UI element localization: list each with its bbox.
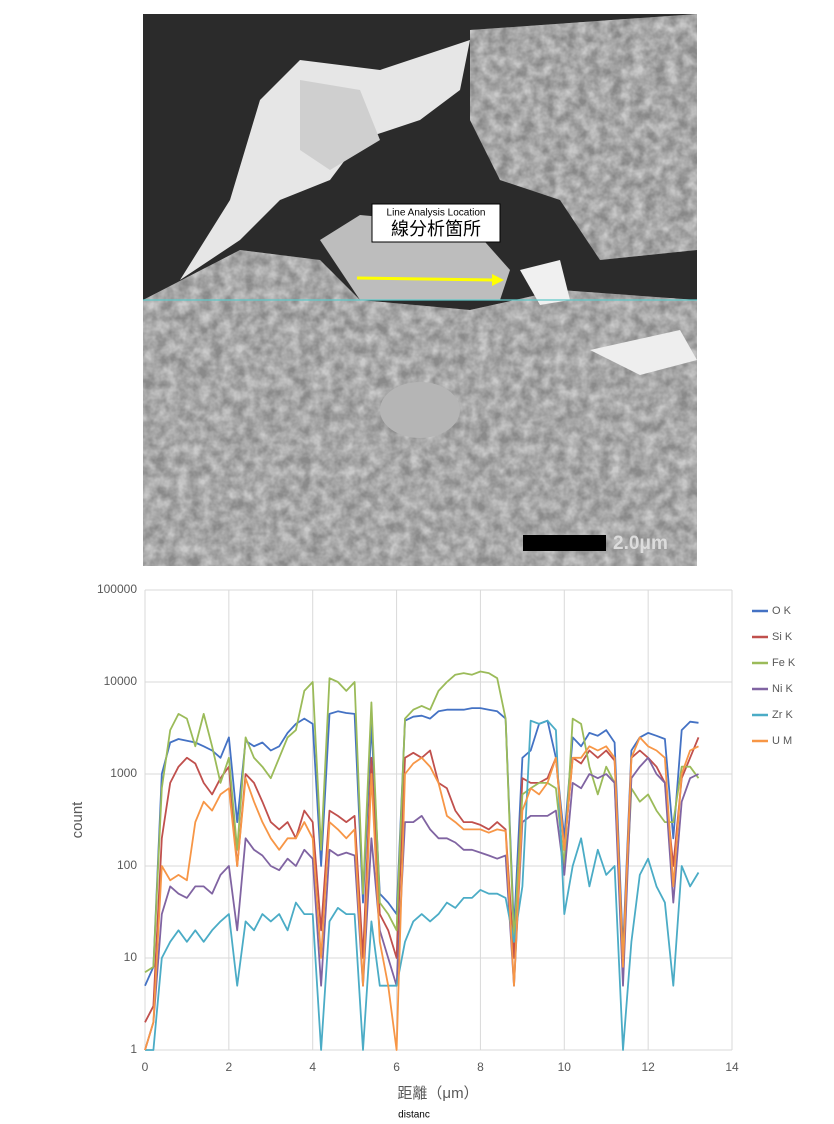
legend-label: Si K — [772, 631, 793, 643]
series-line — [144, 756, 699, 1051]
y-tick-label: 100000 — [97, 582, 137, 596]
specimen-upper-texture — [470, 14, 697, 260]
x-tick-label: 12 — [641, 1060, 655, 1074]
x-axis-label: 距離（μm） — [397, 1084, 478, 1102]
legend-label: O K — [772, 605, 792, 617]
sem-image: Line Analysis Location 線分析箇所 2.0μm — [143, 14, 697, 566]
series-line — [144, 736, 699, 1051]
scale-bar — [523, 535, 606, 551]
chart: count 距離（μm） distanc 1101001000100001000… — [69, 582, 796, 1120]
x-tick-label: 0 — [142, 1060, 149, 1074]
legend-label: Ni K — [772, 683, 793, 695]
x-tick-label: 6 — [393, 1060, 400, 1074]
series-line — [144, 707, 699, 987]
x-tick-label: 8 — [477, 1060, 484, 1074]
scale-bar-label: 2.0μm — [613, 533, 668, 554]
annotation-box — [371, 203, 501, 243]
arrow-head — [492, 274, 504, 286]
grain — [590, 330, 697, 375]
grain — [380, 382, 460, 438]
series-line — [144, 670, 700, 974]
legend-label: Zr K — [772, 709, 793, 721]
grain — [520, 260, 570, 305]
y-tick-label: 10000 — [104, 674, 138, 688]
x-tick-label: 2 — [226, 1060, 233, 1074]
y-axis-label: count — [69, 801, 86, 839]
chart-body: count 距離（μm） distanc 1101001000100001000… — [69, 582, 796, 1120]
legend-label: U M — [772, 735, 792, 747]
x-tick-label: 4 — [309, 1060, 316, 1074]
x-axis-caption: distanc — [398, 1110, 430, 1121]
legend-label: Fe K — [772, 657, 796, 669]
series-line — [145, 719, 700, 1051]
analysis-arrow — [356, 276, 495, 282]
grain — [300, 80, 380, 170]
y-tick-label: 10 — [124, 950, 138, 964]
y-tick-label: 100 — [117, 858, 137, 872]
y-tick-label: 1000 — [110, 766, 137, 780]
x-tick-label: 14 — [725, 1060, 739, 1074]
x-tick-label: 10 — [558, 1060, 572, 1074]
annotation-title: Line Analysis Location — [387, 208, 486, 219]
y-tick-label: 1 — [130, 1042, 137, 1056]
annotation-label: 線分析箇所 — [391, 219, 481, 239]
